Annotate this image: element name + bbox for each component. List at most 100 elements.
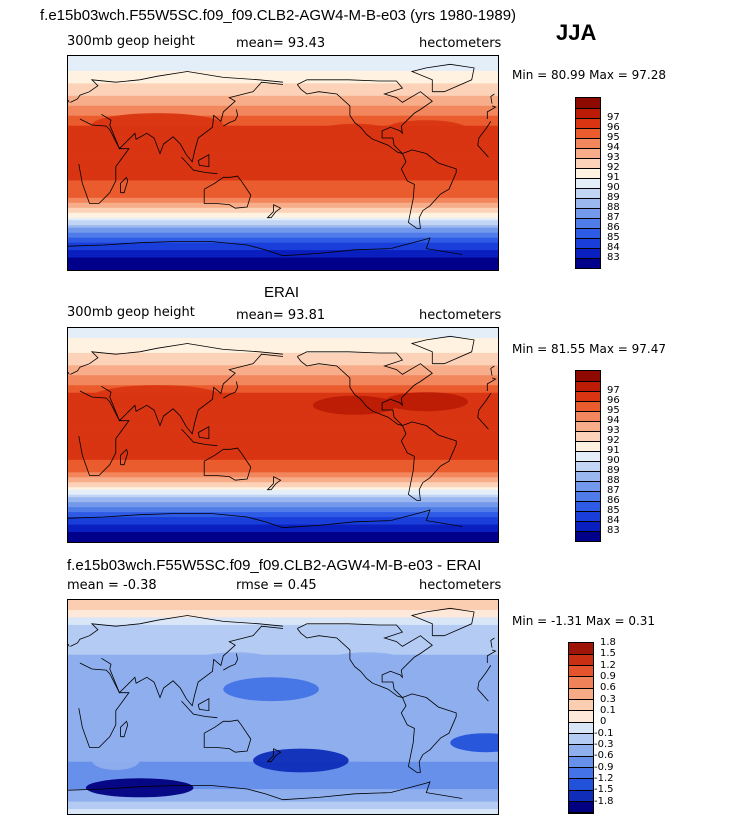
contour-band [68,459,498,463]
colorbar-box [576,168,600,179]
contour-band [68,467,498,471]
contour-band [68,412,498,416]
panel1-variable: 300mb geop height [67,34,195,49]
colorbar-box [569,677,593,689]
contour-band [68,726,498,730]
contour-band [68,707,498,711]
colorbar-tick-label: 0 [600,716,607,728]
colorbar-box [576,431,600,442]
colorbar-tick-label: 1.8 [600,637,616,648]
contour-band [68,484,498,488]
contour-band [68,180,498,184]
coastline [266,476,282,491]
colorbar-box [569,779,593,791]
colorbar-tick-label: -1.8 [594,795,614,807]
contour-band [68,430,498,434]
contour-band [68,449,498,454]
coastline [181,700,218,719]
contour-band [68,811,498,814]
contour-band [68,185,498,189]
contour-band [68,250,498,254]
colorbar-tick-label: 1.5 [600,648,616,660]
contour-band [68,332,498,337]
panel2-mean: mean= 93.81 [236,308,326,323]
contour-band [68,135,498,139]
contour-band [68,664,498,668]
contour-band [68,647,498,651]
contour-band [68,799,498,803]
coastline [282,237,463,257]
coastline [400,421,457,501]
contour-band [68,781,498,785]
coastline [203,447,252,481]
coastline [68,785,284,801]
contour-band [68,355,498,359]
contour-band [68,522,498,526]
contour-band [68,789,498,793]
colorbar-box [576,451,600,462]
coastline [282,509,463,529]
contour-band [68,60,498,65]
contour-band [68,425,498,429]
contour-band [68,741,498,745]
contour-band [68,435,498,439]
contour-band [68,405,498,409]
colorbar-box [576,228,600,239]
contour-band [68,607,498,611]
colorbar-tick-label: 96 [607,122,620,133]
colorbar-box [576,481,600,492]
colorbar-box [576,128,600,139]
colorbar-tick-label: 88 [607,202,620,213]
contour-band [68,212,498,216]
coastline [477,665,492,690]
coastline [400,149,457,229]
contour-band [68,242,498,246]
contour-band [68,148,498,152]
colorbar-box [569,767,593,780]
contour-band [68,736,498,740]
contour-band [68,255,498,259]
contour-band [68,784,498,788]
contour-band [68,464,498,468]
contour-band [68,133,498,137]
colorbar-tick-label: 90 [607,455,620,466]
colorbar-tick-label: 84 [607,242,620,253]
colorbar-box [576,531,600,542]
colorbar-box [576,441,600,452]
panel3-title: f.e15b03wch.F55W5SC.f09_f09.CLB2-AGW4-M-… [67,557,482,574]
coastline [486,105,497,119]
contour-band [68,170,498,174]
contour-band [68,711,498,716]
contour-band [68,175,498,179]
coastline [68,643,70,647]
colorbar-tick-label: 86 [607,222,620,233]
colorbar-box [576,118,600,129]
contour-band [68,492,498,496]
contour-band [68,716,498,721]
colorbar-tick-label: -0.3 [594,739,614,750]
colorbar-box [569,722,593,735]
panel1-mean: mean= 93.43 [236,36,326,51]
coastline [486,377,497,391]
contour-band [68,240,498,244]
coastline [120,720,129,738]
coastline [490,365,495,376]
coastline [486,649,497,663]
coastline [477,393,492,418]
contour-band [68,387,498,391]
contour-band [68,724,498,728]
coastline [197,154,210,168]
contour-band [68,402,498,406]
contour-band [68,262,498,266]
colorbar-tick-label: 1.2 [600,659,616,671]
contour-band [68,172,498,177]
contour-band [68,380,498,384]
contour-band [68,634,498,638]
colorbar-box [576,138,600,149]
contour-cell [384,392,469,412]
contour-band [68,200,498,204]
contour-band [68,609,498,614]
contour-band [68,624,498,628]
colorbar-tick-label: 97 [607,385,620,396]
contour-band [68,100,498,104]
